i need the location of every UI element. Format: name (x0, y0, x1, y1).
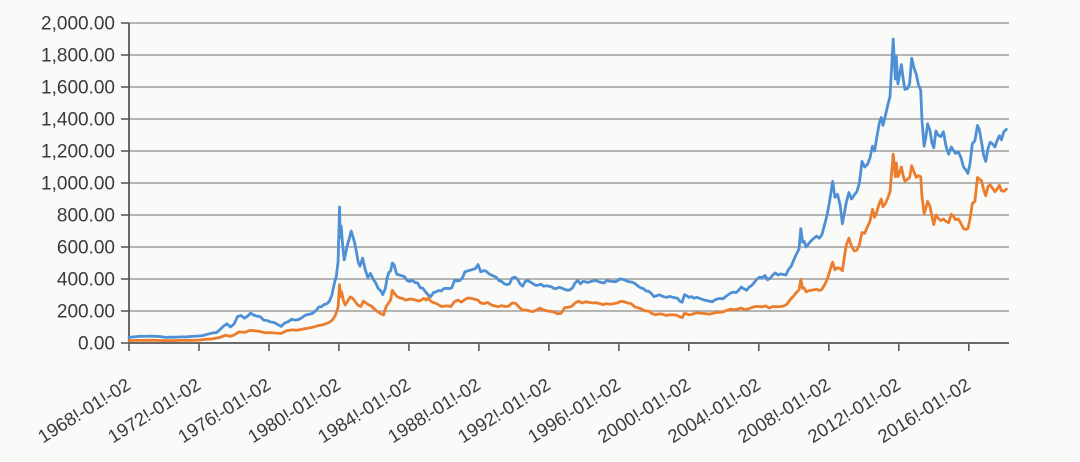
series-orange-line (127, 152, 1008, 343)
y-axis-label: 1,800.00 (41, 46, 115, 67)
y-axis-label: 2,000.00 (41, 14, 115, 35)
y-axis-label: 0.00 (78, 334, 115, 355)
y-axis-label: 1,600.00 (41, 78, 115, 99)
series-blue-line (127, 37, 1008, 339)
y-axis-label: 1,400.00 (41, 110, 115, 131)
y-axis-label: 200.00 (57, 302, 115, 323)
y-axis-label: 600.00 (57, 238, 115, 259)
y-axis-label: 1,000.00 (41, 174, 115, 195)
y-axis-label: 1,200.00 (41, 142, 115, 163)
y-axis-label: 800.00 (57, 206, 115, 227)
y-axis-label: 400.00 (57, 270, 115, 291)
